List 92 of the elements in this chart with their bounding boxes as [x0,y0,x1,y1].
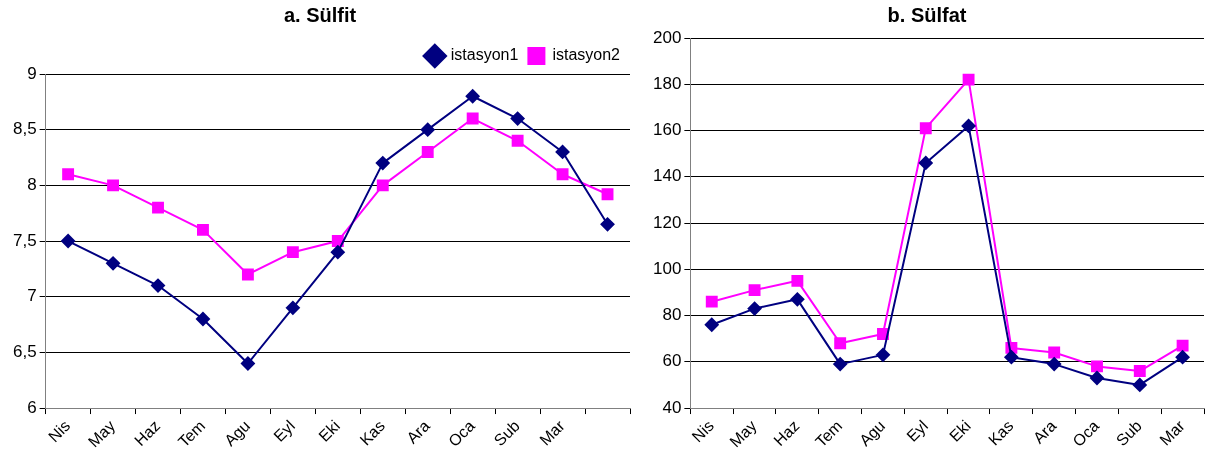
x-tick-label: Haz [131,417,164,450]
point [834,337,847,350]
y-tick-label: 8,5 [12,119,37,139]
y-tick-label: 6,5 [12,342,37,362]
y-tick-label: 200 [652,27,682,47]
x-tick-label: Tem [174,417,209,451]
point [510,111,525,126]
x-tick-label: Oca [1069,416,1103,450]
y-tick-label: 7,5 [12,230,37,250]
x-tick-label: Tem [812,417,846,451]
legend-label: istasyon2 [552,46,621,64]
point [748,284,761,297]
x-tick-label: Nis [44,417,74,446]
point [331,235,344,247]
point [704,317,719,332]
point [330,245,345,260]
point [466,112,479,125]
x-tick-label: Eki [946,417,974,445]
legend-label: istasyon1 [450,46,519,64]
x-tick-label: Kas [985,417,1017,449]
point [747,301,762,316]
point [790,292,805,307]
x-tick-label: Eki [315,417,344,445]
point [1091,360,1103,373]
point [1176,339,1189,352]
point [285,300,300,315]
y-tick-label: 140 [652,166,682,186]
x-tick-label: Sub [490,416,523,450]
point [555,144,570,159]
point [791,274,804,287]
point [107,179,120,192]
x-tick-label: Eyl [903,417,932,445]
point [241,268,254,281]
point [1047,357,1062,372]
x-tick-label: Mar [1156,416,1189,449]
point [151,278,166,293]
chart-title: b. Sülfat [887,3,967,26]
point [919,122,932,135]
point [1132,377,1147,392]
x-tick-label: Agu [221,417,254,450]
point [1089,370,1104,385]
point [705,295,718,308]
point [421,146,434,158]
point [962,73,975,86]
point [197,223,209,236]
x-tick-label: Mar [536,416,569,449]
point [875,347,890,362]
point [152,201,164,214]
x-tick-label: Ara [1029,416,1060,447]
y-tick-label: 7 [27,286,37,306]
point [833,357,848,372]
point [376,179,389,192]
point [61,234,76,249]
point [1048,346,1061,359]
point [600,217,615,232]
y-tick-label: 160 [652,120,682,140]
y-tick-label: 6 [27,397,37,417]
y-tick-label: 180 [652,73,682,93]
y-tick-label: 60 [662,351,682,371]
y-tick-label: 100 [652,258,682,278]
point [918,155,933,170]
point [62,168,75,181]
point [961,118,976,133]
x-tick-label: Sub [1112,416,1146,450]
point [420,122,435,137]
point [1133,365,1146,377]
point [556,168,569,181]
point [195,311,210,326]
x-tick-label: Ara [403,416,434,447]
point [601,188,614,201]
y-tick-label: 9 [27,63,37,83]
y-tick-label: 120 [652,212,682,232]
x-tick-label: May [84,417,119,451]
point [465,89,480,104]
y-tick-label: 40 [662,397,682,417]
x-tick-label: Eyl [270,417,299,445]
point [375,156,390,171]
x-tick-label: Nis [688,417,717,446]
x-tick-label: Haz [770,417,803,450]
point [511,134,524,147]
x-tick-label: Kas [356,417,388,449]
point [106,256,121,271]
x-tick-label: Agu [856,417,889,450]
point [1175,350,1190,365]
point [286,246,299,259]
x-tick-label: May [726,417,760,451]
x-tick-label: Oca [445,416,478,450]
chart-title: a. Sülfit [283,3,357,26]
y-tick-label: 8 [27,175,37,195]
point [1004,350,1019,365]
y-tick-label: 80 [662,305,682,325]
point [240,356,255,371]
